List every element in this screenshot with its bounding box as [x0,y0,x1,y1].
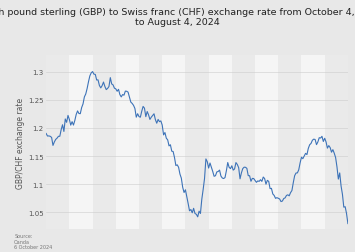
Bar [46,55,69,229]
Y-axis label: GBP/CHF exchange rate: GBP/CHF exchange rate [16,97,25,188]
Text: Source:
Oanda
6 October 2024: Source: Oanda 6 October 2024 [14,233,53,249]
Bar [278,55,301,229]
Bar [325,55,348,229]
Bar [93,55,116,229]
Bar [139,55,162,229]
Bar [185,55,209,229]
Bar [232,55,255,229]
Text: British pound sterling (GBP) to Swiss franc (CHF) exchange rate from October 4, : British pound sterling (GBP) to Swiss fr… [0,8,355,27]
